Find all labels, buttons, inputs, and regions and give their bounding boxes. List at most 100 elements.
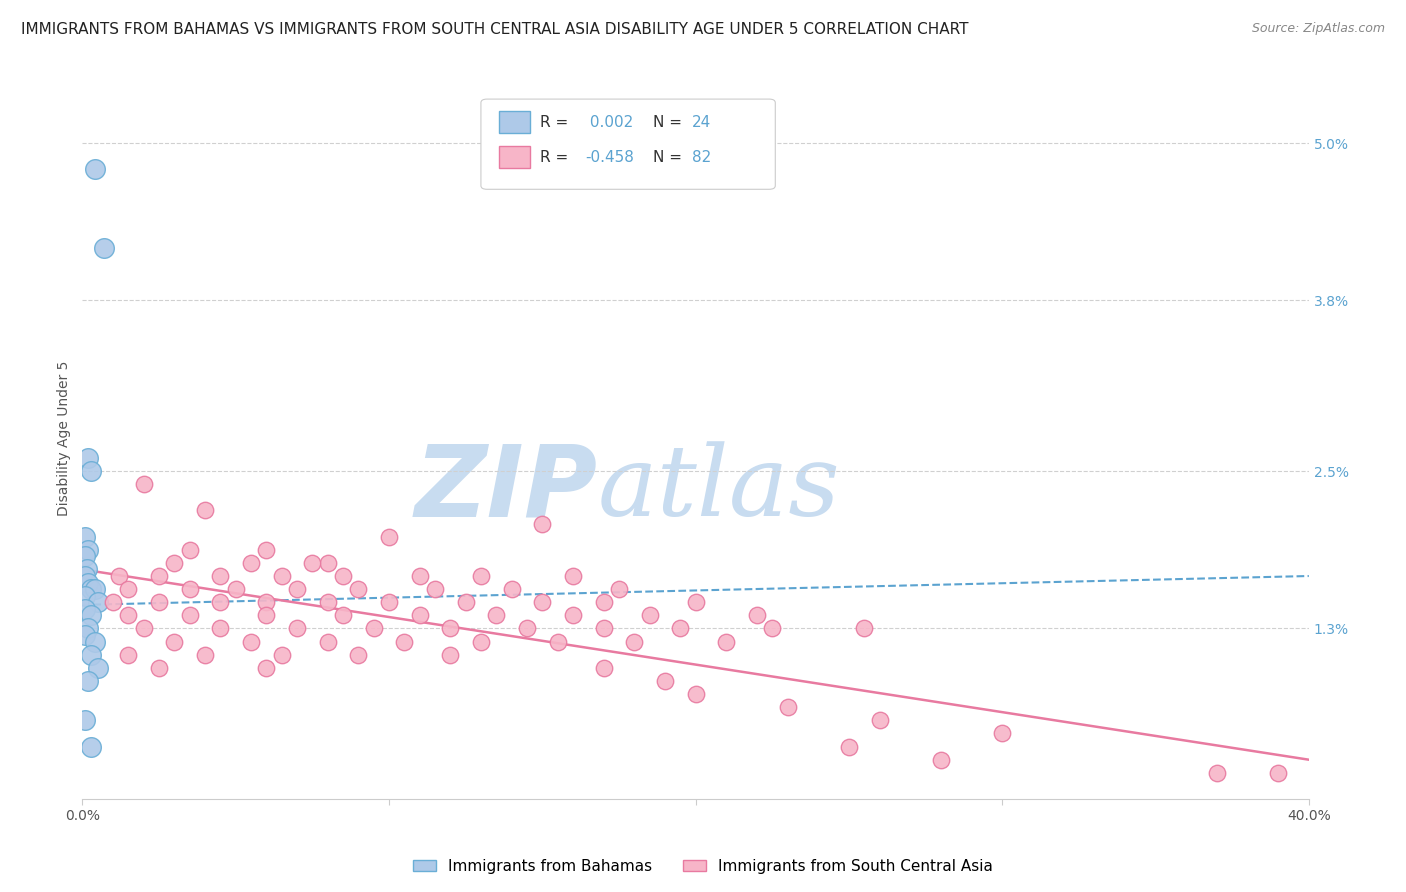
Point: [531, 595, 554, 609]
Point: [439, 622, 461, 636]
Point: [148, 661, 170, 675]
Point: [1267, 765, 1289, 780]
Point: [80, 464, 103, 478]
Point: [239, 556, 262, 570]
Point: [93, 241, 115, 255]
Point: [179, 608, 201, 623]
Point: [547, 634, 569, 648]
Point: [148, 595, 170, 609]
Point: [179, 582, 201, 596]
Point: [209, 595, 232, 609]
Text: ZIP: ZIP: [415, 441, 598, 537]
Text: -0.458: -0.458: [585, 150, 634, 165]
Point: [80, 739, 103, 754]
Point: [638, 608, 661, 623]
Point: [501, 582, 523, 596]
Point: [332, 608, 354, 623]
Point: [75, 549, 97, 564]
Point: [561, 569, 583, 583]
Point: [869, 714, 891, 728]
Point: [316, 556, 339, 570]
Point: [83, 582, 105, 596]
Point: [929, 753, 952, 767]
Point: [745, 608, 768, 623]
Point: [75, 602, 97, 616]
Point: [285, 582, 308, 596]
Point: [75, 714, 97, 728]
Point: [75, 589, 97, 603]
Point: [669, 622, 692, 636]
Point: [83, 634, 105, 648]
Point: [76, 562, 98, 576]
Point: [101, 595, 124, 609]
Point: [347, 648, 370, 662]
Point: [77, 575, 100, 590]
Point: [853, 622, 876, 636]
Point: [607, 582, 630, 596]
Text: N =: N =: [652, 115, 686, 130]
Point: [75, 569, 97, 583]
Point: [239, 634, 262, 648]
Point: [254, 661, 277, 675]
Point: [363, 622, 385, 636]
Point: [776, 700, 799, 714]
Point: [75, 628, 97, 642]
Point: [80, 582, 103, 596]
Point: [531, 516, 554, 531]
Point: [148, 569, 170, 583]
Point: [347, 582, 370, 596]
Point: [77, 673, 100, 688]
Text: Source: ZipAtlas.com: Source: ZipAtlas.com: [1251, 22, 1385, 36]
Text: N =: N =: [652, 150, 686, 165]
Point: [225, 582, 247, 596]
Point: [378, 595, 401, 609]
Point: [132, 477, 155, 491]
Point: [1205, 765, 1227, 780]
Point: [80, 608, 103, 623]
Point: [254, 608, 277, 623]
Point: [592, 595, 614, 609]
Bar: [499, 112, 530, 133]
Point: [163, 634, 186, 648]
Point: [80, 648, 103, 662]
Point: [516, 622, 538, 636]
Point: [254, 595, 277, 609]
Point: [117, 608, 139, 623]
Point: [254, 542, 277, 557]
Point: [485, 608, 508, 623]
Point: [117, 648, 139, 662]
Legend: Immigrants from Bahamas, Immigrants from South Central Asia: Immigrants from Bahamas, Immigrants from…: [406, 853, 1000, 880]
Point: [654, 673, 676, 688]
Point: [408, 608, 430, 623]
Point: [163, 556, 186, 570]
Point: [209, 569, 232, 583]
Point: [716, 634, 738, 648]
Text: IMMIGRANTS FROM BAHAMAS VS IMMIGRANTS FROM SOUTH CENTRAL ASIA DISABILITY AGE UND: IMMIGRANTS FROM BAHAMAS VS IMMIGRANTS FR…: [21, 22, 969, 37]
Point: [77, 542, 100, 557]
Point: [270, 569, 292, 583]
Point: [179, 542, 201, 557]
Point: [83, 162, 105, 177]
Point: [75, 530, 97, 544]
Text: 82: 82: [692, 150, 711, 165]
Point: [394, 634, 416, 648]
Point: [470, 569, 492, 583]
Bar: [499, 146, 530, 168]
Point: [270, 648, 292, 662]
Point: [301, 556, 323, 570]
Point: [86, 595, 108, 609]
Point: [592, 661, 614, 675]
Point: [316, 595, 339, 609]
Text: 24: 24: [692, 115, 711, 130]
FancyBboxPatch shape: [481, 99, 775, 189]
Point: [685, 687, 707, 701]
Point: [332, 569, 354, 583]
Point: [285, 622, 308, 636]
Text: R =: R =: [540, 150, 572, 165]
Point: [77, 450, 100, 465]
Point: [209, 622, 232, 636]
Point: [592, 622, 614, 636]
Point: [470, 634, 492, 648]
Point: [623, 634, 645, 648]
Point: [454, 595, 477, 609]
